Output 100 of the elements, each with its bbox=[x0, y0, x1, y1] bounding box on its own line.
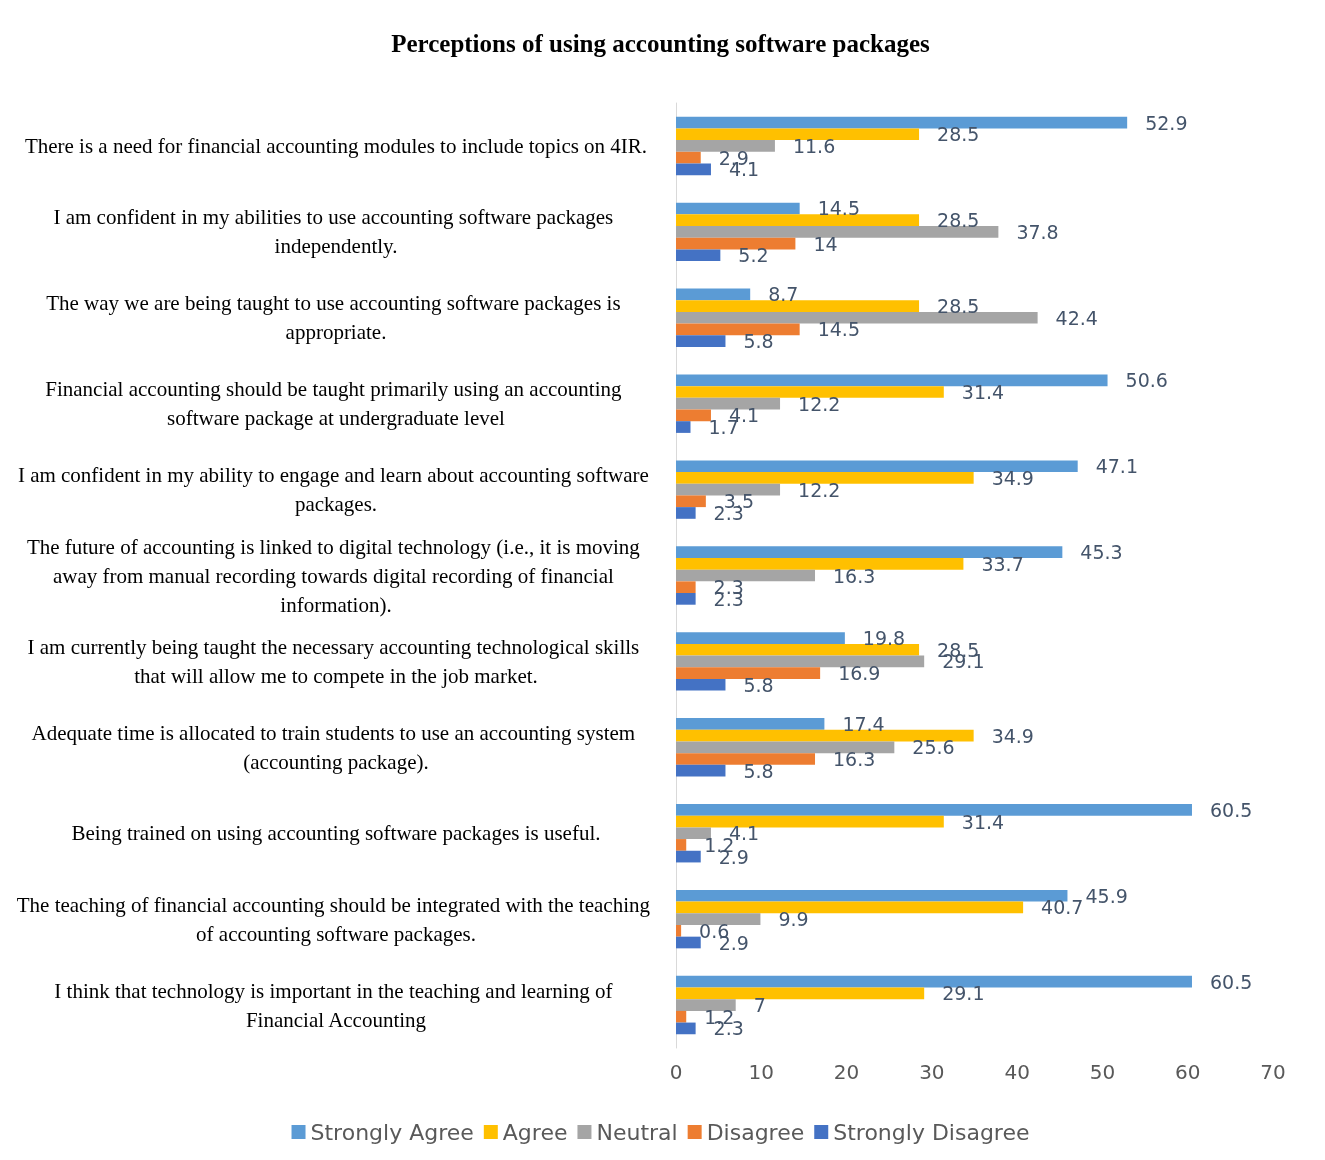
data-label: 12.2 bbox=[798, 392, 841, 415]
data-label: 34.9 bbox=[991, 466, 1034, 489]
y-tick-label: I am confident in my ability to engage and learn about accounting software packages. bbox=[17, 463, 655, 517]
y-tick-label: Adequate time is allocated to train students to use an accounting system (accounting package). bbox=[31, 720, 641, 774]
bar bbox=[676, 300, 920, 312]
data-label: 34.9 bbox=[991, 724, 1034, 747]
bar bbox=[676, 901, 1024, 914]
data-label: 9.9 bbox=[778, 908, 809, 931]
bar bbox=[676, 386, 944, 398]
bar bbox=[676, 495, 706, 508]
bar bbox=[676, 569, 816, 582]
y-tick-label: I am confident in my abilities to use accounting software packages independently. bbox=[53, 205, 619, 259]
bar bbox=[676, 237, 796, 250]
data-label: 45.3 bbox=[1080, 541, 1123, 564]
bar bbox=[676, 632, 845, 644]
data-label: 14 bbox=[813, 232, 838, 255]
chart-title: Perceptions of using accounting software packages bbox=[391, 30, 931, 57]
bar bbox=[676, 507, 696, 519]
data-label: 42.4 bbox=[1055, 306, 1098, 329]
x-tick-label: 30 bbox=[919, 1060, 945, 1084]
x-tick-label: 60 bbox=[1174, 1060, 1201, 1084]
bar bbox=[676, 718, 825, 730]
data-label: 25.6 bbox=[912, 736, 955, 759]
bar bbox=[676, 924, 682, 937]
y-tick-label: The way we are being taught to use accounting software packages is appropriate. bbox=[46, 291, 626, 345]
legend-label: Strongly Agree bbox=[310, 1119, 474, 1145]
data-label: 45.9 bbox=[1085, 884, 1128, 907]
bar bbox=[676, 764, 726, 777]
data-label: 50.6 bbox=[1125, 369, 1168, 392]
bar bbox=[676, 374, 1108, 387]
data-label: 60.5 bbox=[1209, 970, 1253, 993]
data-label: 29.1 bbox=[942, 982, 985, 1005]
bar bbox=[676, 409, 711, 422]
bar bbox=[676, 753, 816, 765]
x-tick-label: 70 bbox=[1260, 1060, 1286, 1084]
x-tick-label: 40 bbox=[1004, 1060, 1030, 1084]
bar bbox=[676, 397, 781, 410]
bar bbox=[676, 678, 726, 691]
legend-label: Agree bbox=[502, 1119, 568, 1145]
bar bbox=[676, 655, 925, 668]
data-label: 7 bbox=[753, 994, 766, 1017]
bar bbox=[676, 827, 711, 840]
data-label: 17.4 bbox=[842, 712, 885, 735]
y-tick-label: I think that technology is important in the teaching and learning of Financial Accounting bbox=[54, 978, 618, 1032]
bar bbox=[676, 581, 696, 594]
bar bbox=[676, 323, 800, 336]
data-label: 31.4 bbox=[961, 810, 1005, 833]
bar bbox=[676, 729, 974, 742]
bar bbox=[676, 249, 721, 262]
bar bbox=[676, 311, 1038, 324]
y-tick-label: The future of accounting is linked to digital technology (i.e., it is moving away from manual recording towards digital recording of financial information). bbox=[26, 534, 646, 617]
y-tick-label: I am currently being taught the necessary accounting technological skills that will allow me to compete in the job market. bbox=[27, 634, 645, 688]
data-label: 47.1 bbox=[1095, 455, 1139, 478]
data-label: 19.8 bbox=[862, 627, 906, 650]
bar bbox=[676, 936, 701, 949]
bar bbox=[676, 999, 736, 1011]
bar bbox=[676, 913, 761, 925]
bar bbox=[676, 975, 1192, 988]
bar bbox=[676, 815, 944, 828]
data-label: 28.5 bbox=[937, 295, 980, 318]
bar bbox=[676, 839, 687, 851]
data-label: 28.5 bbox=[937, 209, 980, 232]
data-label: 5.8 bbox=[743, 759, 774, 782]
bar bbox=[676, 116, 1128, 129]
bar bbox=[676, 889, 1068, 902]
data-label: 28.5 bbox=[937, 123, 980, 146]
bar bbox=[676, 483, 781, 496]
bar bbox=[676, 163, 711, 176]
data-label: 14.5 bbox=[817, 318, 860, 341]
x-tick-label: 0 bbox=[669, 1060, 683, 1084]
data-label: 11.6 bbox=[792, 134, 836, 157]
data-label: 33.7 bbox=[981, 552, 1024, 575]
bar bbox=[676, 850, 701, 863]
bar bbox=[676, 202, 800, 215]
data-label: 31.4 bbox=[961, 381, 1005, 403]
x-tick-label: 10 bbox=[748, 1060, 775, 1084]
legend-label: Strongly Disagree bbox=[833, 1119, 1030, 1145]
x-tick-label: 20 bbox=[833, 1060, 860, 1084]
bar bbox=[676, 288, 751, 301]
bar bbox=[676, 140, 775, 152]
bar bbox=[676, 1022, 696, 1035]
legend-label: Neutral bbox=[596, 1119, 678, 1145]
bar bbox=[676, 643, 920, 656]
bar bbox=[676, 1010, 687, 1023]
data-label: 52.9 bbox=[1145, 111, 1188, 134]
bar bbox=[676, 460, 1078, 473]
bar bbox=[676, 226, 999, 238]
data-label: 12.2 bbox=[798, 478, 841, 501]
data-label: 14.5 bbox=[817, 197, 860, 220]
legend-label: Disagree bbox=[706, 1119, 805, 1145]
data-label: 60.5 bbox=[1209, 798, 1253, 821]
bar bbox=[676, 151, 701, 164]
data-label: 5.8 bbox=[743, 673, 774, 696]
bar bbox=[676, 335, 726, 347]
bar bbox=[676, 214, 920, 227]
bar bbox=[676, 804, 1192, 816]
bar bbox=[676, 741, 895, 754]
y-tick-label: Financial accounting should be taught primarily using an accounting software package at undergraduate level bbox=[45, 377, 627, 431]
bar bbox=[676, 987, 925, 1000]
bar bbox=[676, 546, 1063, 558]
